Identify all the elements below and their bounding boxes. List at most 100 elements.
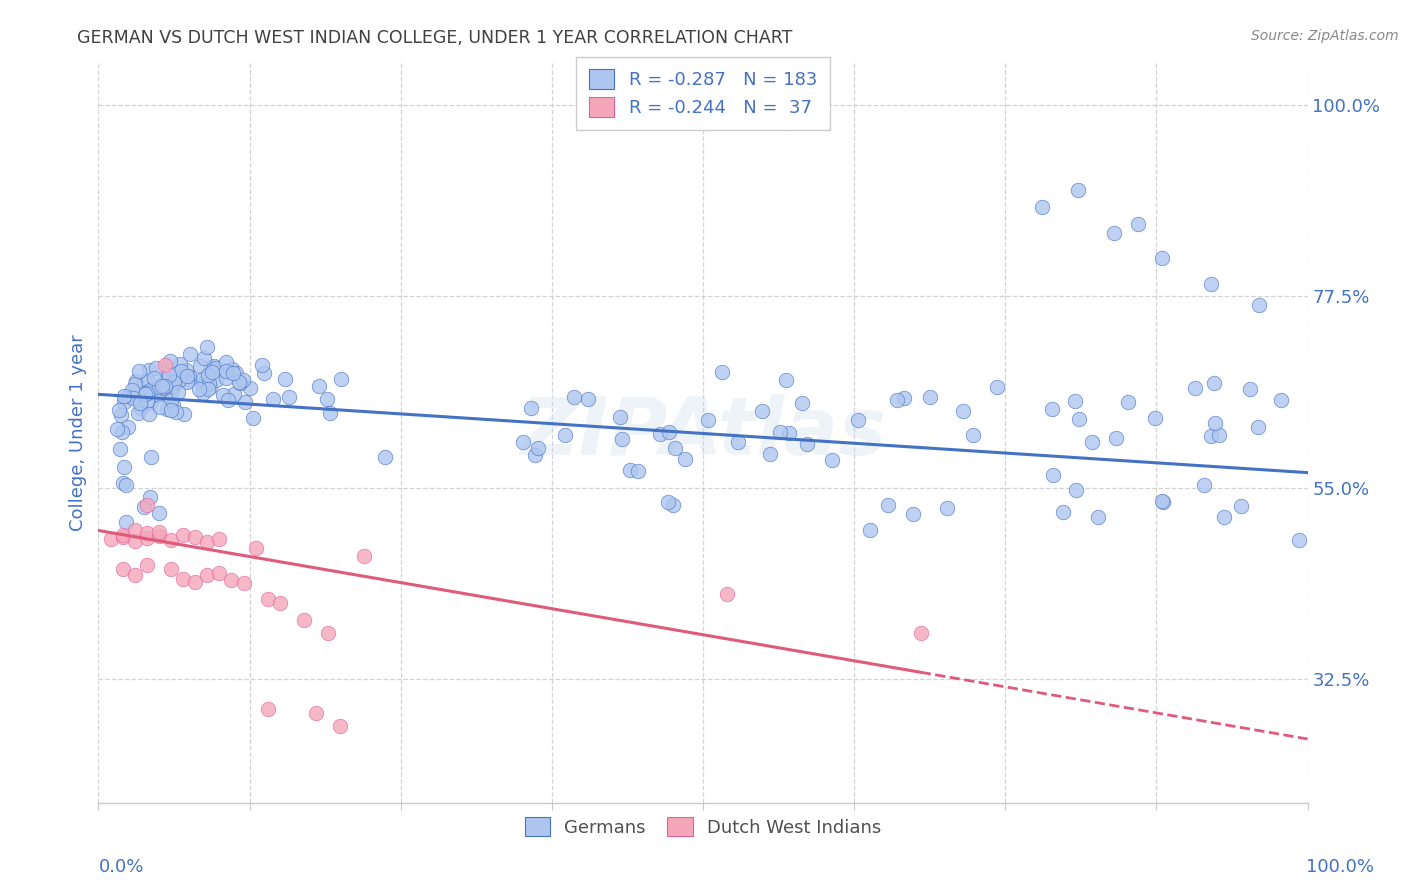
Point xyxy=(124,567,146,582)
Point xyxy=(124,524,146,538)
Point xyxy=(877,498,900,512)
Point xyxy=(172,572,194,586)
Point xyxy=(232,373,254,387)
Point xyxy=(176,376,198,390)
Point xyxy=(256,591,278,606)
Point xyxy=(127,406,149,420)
Point xyxy=(166,405,188,419)
Point xyxy=(160,562,183,576)
Point xyxy=(110,409,132,423)
Point xyxy=(142,371,165,385)
Point xyxy=(1031,200,1053,214)
Point xyxy=(135,531,157,545)
Point xyxy=(901,507,924,521)
Point xyxy=(658,425,681,439)
Point xyxy=(962,428,984,442)
Point xyxy=(1239,382,1261,396)
Point xyxy=(125,385,148,400)
Point xyxy=(205,361,228,376)
Point xyxy=(139,395,162,409)
Point xyxy=(205,373,228,387)
Point xyxy=(215,363,238,377)
Point xyxy=(129,401,152,415)
Point xyxy=(201,365,224,379)
Point xyxy=(308,379,330,393)
Point xyxy=(775,372,797,386)
Point xyxy=(274,371,297,385)
Point xyxy=(128,364,150,378)
Point xyxy=(918,390,941,404)
Point xyxy=(662,498,685,512)
Point xyxy=(1249,298,1271,312)
Point xyxy=(609,410,631,425)
Point xyxy=(269,596,291,610)
Point xyxy=(821,453,844,467)
Point xyxy=(117,389,139,403)
Point xyxy=(225,366,247,380)
Point xyxy=(1184,381,1206,395)
Point xyxy=(727,435,749,450)
Point xyxy=(138,374,160,388)
Point xyxy=(197,368,219,382)
Point xyxy=(162,398,184,412)
Point xyxy=(1102,226,1125,240)
Point xyxy=(1052,505,1074,519)
Point xyxy=(162,380,184,394)
Point xyxy=(152,381,174,395)
Y-axis label: College, Under 1 year: College, Under 1 year xyxy=(69,334,87,531)
Point xyxy=(228,376,250,390)
Point xyxy=(952,404,974,418)
Point xyxy=(245,541,267,555)
Point xyxy=(576,392,599,406)
Point xyxy=(191,371,214,385)
Point xyxy=(1192,477,1215,491)
Point xyxy=(117,419,139,434)
Point xyxy=(239,381,262,395)
Point xyxy=(115,515,138,529)
Point xyxy=(1116,395,1139,409)
Text: GERMAN VS DUTCH WEST INDIAN COLLEGE, UNDER 1 YEAR CORRELATION CHART: GERMAN VS DUTCH WEST INDIAN COLLEGE, UND… xyxy=(77,29,793,46)
Point xyxy=(160,392,183,407)
Text: ZIPAtlas: ZIPAtlas xyxy=(520,393,886,472)
Point xyxy=(527,441,550,455)
Point xyxy=(1246,420,1268,434)
Point xyxy=(215,371,238,385)
Point xyxy=(135,526,157,541)
Point xyxy=(648,426,671,441)
Point xyxy=(610,432,633,446)
Point xyxy=(188,383,211,397)
Point xyxy=(111,527,134,541)
Point xyxy=(1152,495,1174,509)
Point xyxy=(160,403,183,417)
Point xyxy=(1204,416,1226,430)
Point xyxy=(769,425,792,439)
Point xyxy=(222,387,245,401)
Point xyxy=(138,363,160,377)
Point xyxy=(222,366,245,380)
Point xyxy=(886,392,908,407)
Point xyxy=(316,625,339,640)
Legend: Germans, Dutch West Indians: Germans, Dutch West Indians xyxy=(512,804,894,849)
Point xyxy=(172,527,194,541)
Point xyxy=(200,359,222,374)
Point xyxy=(1202,376,1225,391)
Point xyxy=(1128,217,1150,231)
Point xyxy=(162,377,184,392)
Point xyxy=(167,373,190,387)
Point xyxy=(163,372,186,386)
Point xyxy=(319,406,342,420)
Point xyxy=(664,442,686,456)
Point xyxy=(191,379,214,393)
Point xyxy=(139,384,162,398)
Point xyxy=(1081,434,1104,449)
Point xyxy=(252,359,274,373)
Point xyxy=(1152,251,1174,265)
Point xyxy=(135,558,157,572)
Point xyxy=(278,390,301,404)
Point xyxy=(148,506,170,520)
Point xyxy=(177,368,200,383)
Point xyxy=(329,719,352,733)
Point xyxy=(115,477,138,491)
Point xyxy=(697,413,720,427)
Text: 0.0%: 0.0% xyxy=(98,858,143,876)
